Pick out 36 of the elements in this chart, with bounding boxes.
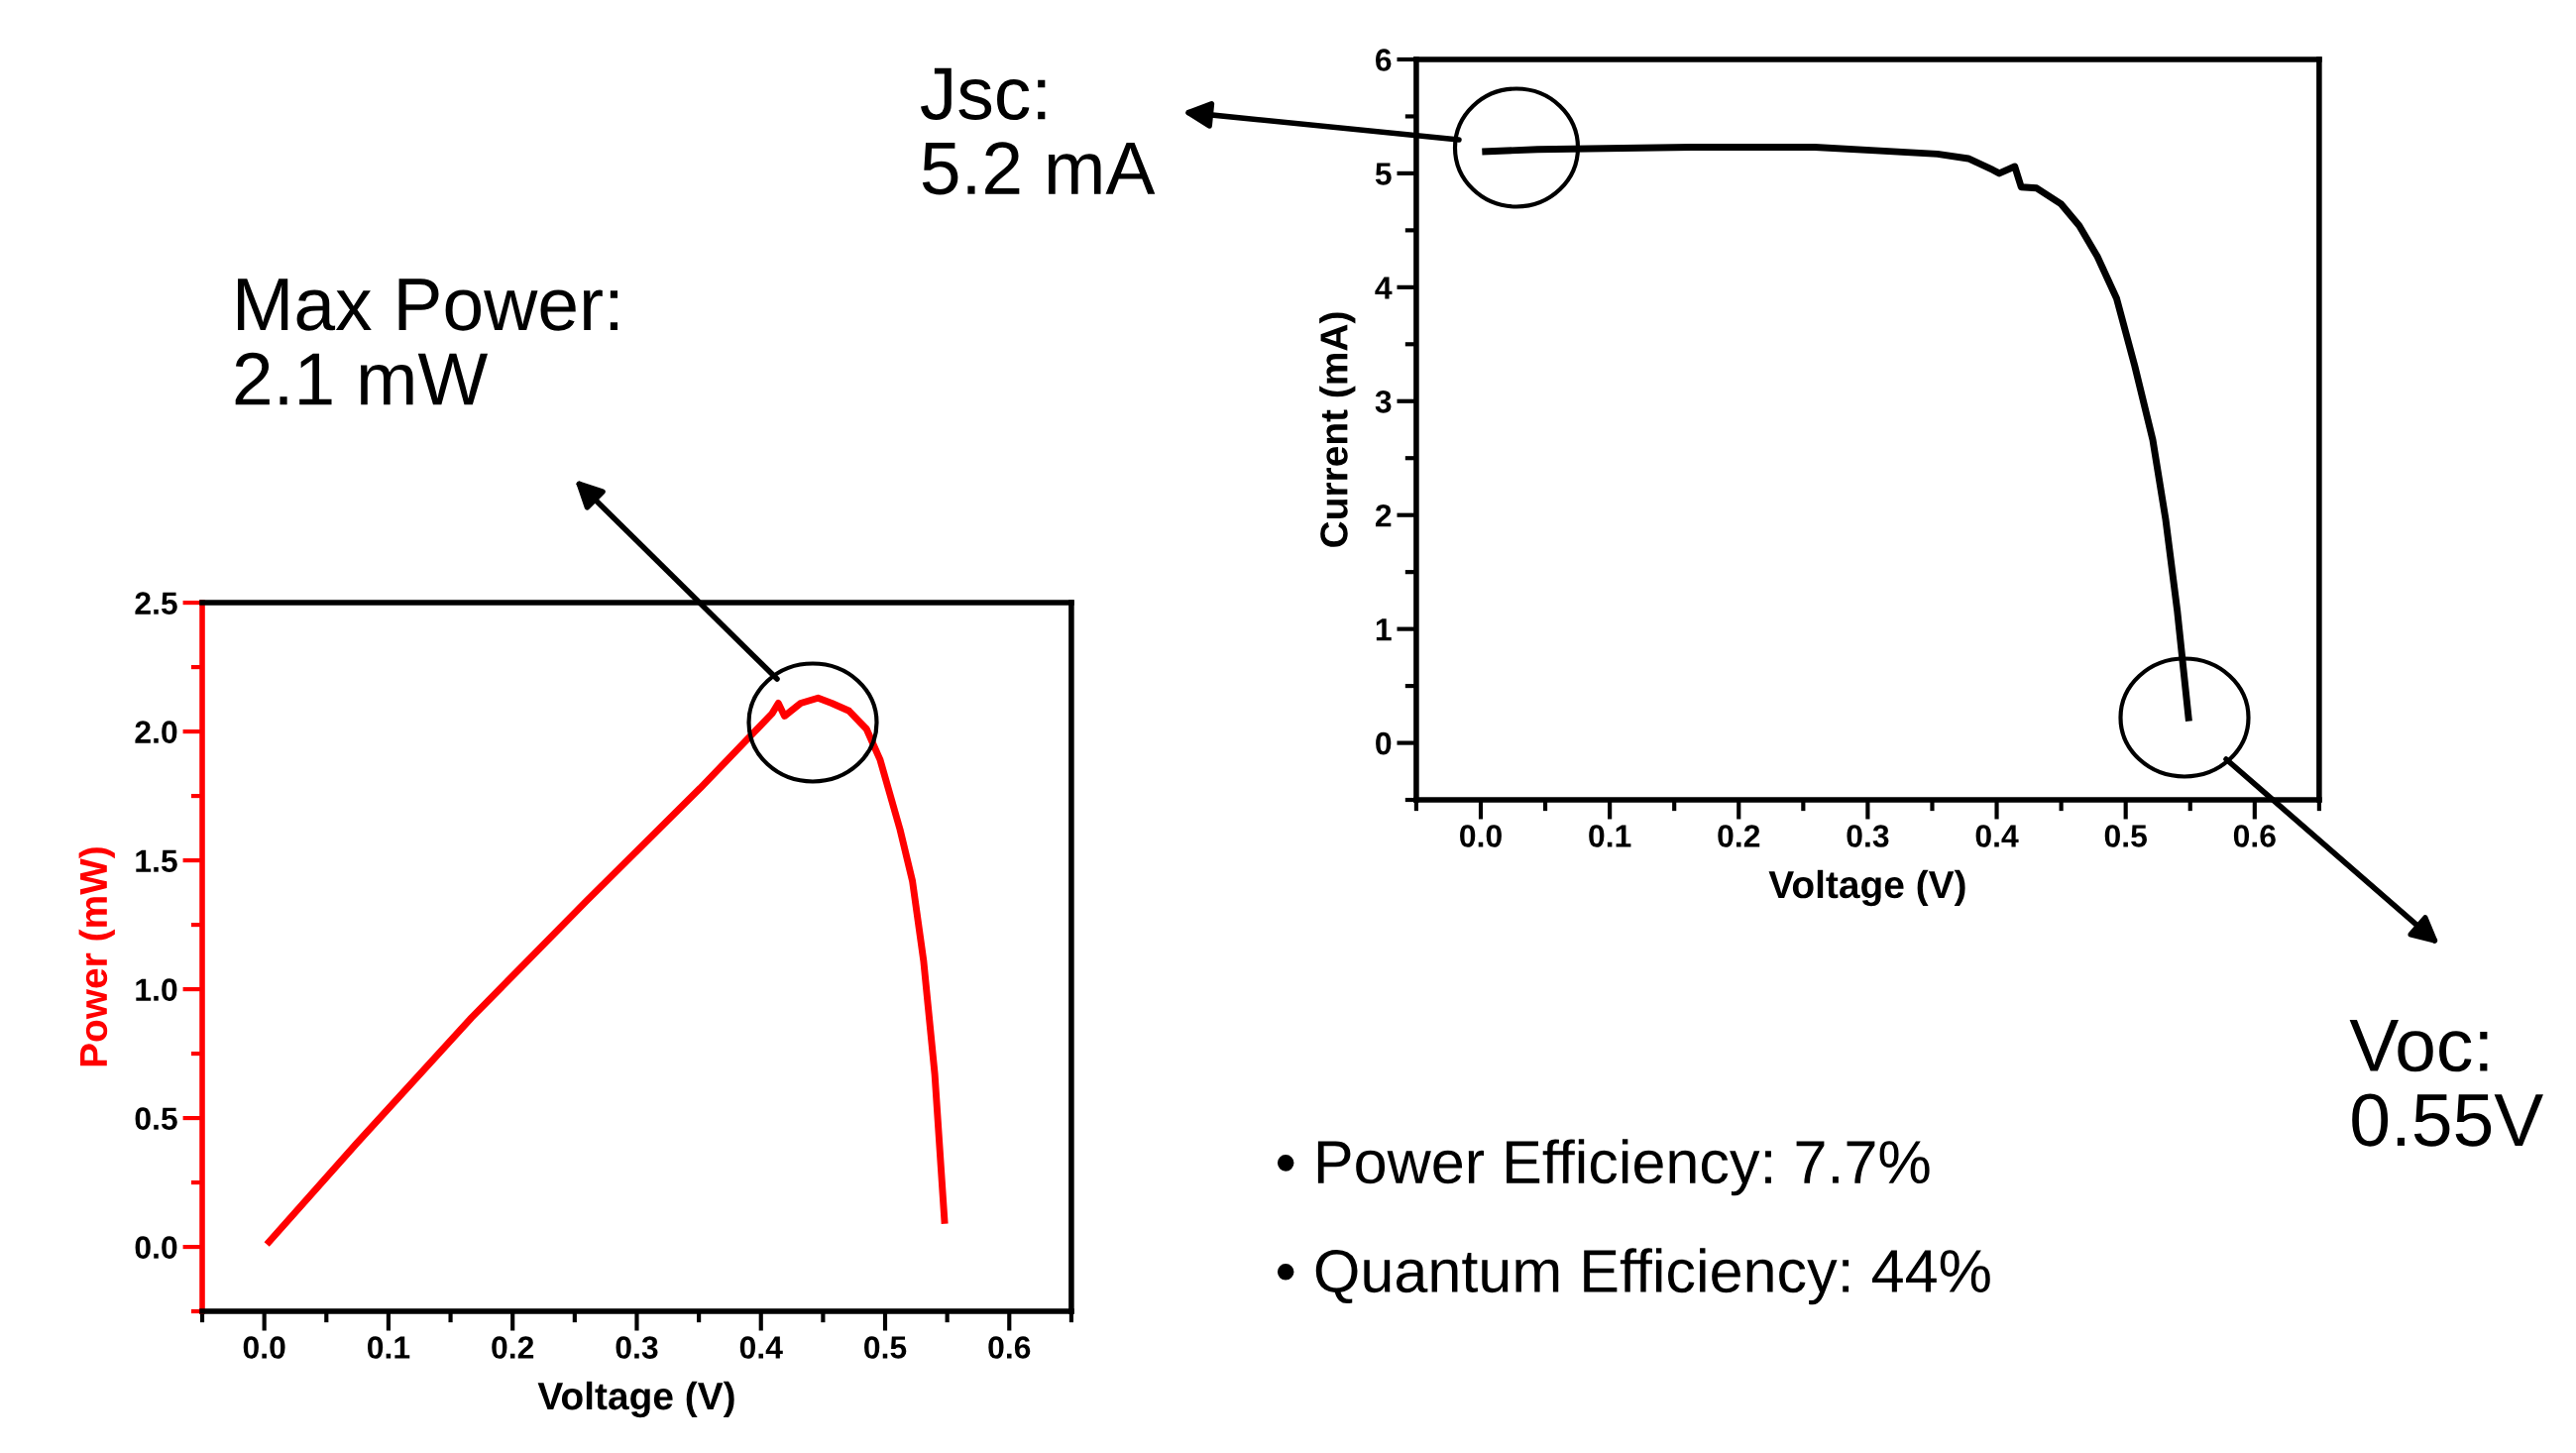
x-tick-label: 0.5 xyxy=(2104,825,2147,847)
x-tick-label: 0.3 xyxy=(616,1336,658,1359)
x-tick-label: 0.6 xyxy=(988,1336,1031,1359)
x-tick-label: 0.2 xyxy=(492,1336,534,1359)
y-axis-title: Current (mA) xyxy=(1319,312,1356,547)
y-tick-label: 1.5 xyxy=(136,849,177,872)
text: Voc: 0.55V xyxy=(2349,1019,2543,1147)
x-axis-title: Voltage (V) xyxy=(1768,869,1965,907)
x-tick-label: 0.3 xyxy=(1847,825,1889,847)
x-axis-title: Voltage (V) xyxy=(537,1381,734,1418)
y-tick-label: 1.0 xyxy=(136,978,177,1001)
y-tick-label: 6 xyxy=(1376,49,1392,71)
x-tick-label: 0.1 xyxy=(1589,825,1631,847)
x-tick-label: 0.4 xyxy=(1975,825,2019,847)
x-tick-label: 0.0 xyxy=(243,1336,285,1359)
y-tick-label: 0.5 xyxy=(135,1107,177,1130)
x-tick-label: 0.1 xyxy=(367,1336,410,1359)
x-tick-label: 0.0 xyxy=(1460,825,1502,847)
y-tick-label: 2.0 xyxy=(135,721,177,743)
text: Jsc: 5.2 mA xyxy=(921,67,1156,195)
y-tick-label: 0 xyxy=(1376,731,1392,755)
y-axis-title: Power (mW) xyxy=(78,847,115,1066)
x-tick-label: 0.5 xyxy=(864,1336,907,1359)
y-tick-label: 3 xyxy=(1375,391,1392,413)
text: Max Power: 2.1 mW xyxy=(235,279,618,405)
y-tick-label: 0.0 xyxy=(135,1236,177,1259)
text: • Quantum Efficiency: 44% xyxy=(1277,1248,1990,1305)
y-tick-label: 5 xyxy=(1375,163,1392,185)
y-tick-label: 2 xyxy=(1375,503,1392,527)
x-tick-label: 0.2 xyxy=(1718,825,1760,847)
x-tick-label: 0.6 xyxy=(2233,825,2276,847)
text: • Power Efficiency: 7.7% xyxy=(1277,1139,1930,1196)
y-tick-label: 1 xyxy=(1376,618,1392,641)
y-tick-label: 2.5 xyxy=(135,592,177,615)
x-tick-label: 0.4 xyxy=(739,1336,783,1359)
y-tick-label: 4 xyxy=(1375,277,1393,299)
